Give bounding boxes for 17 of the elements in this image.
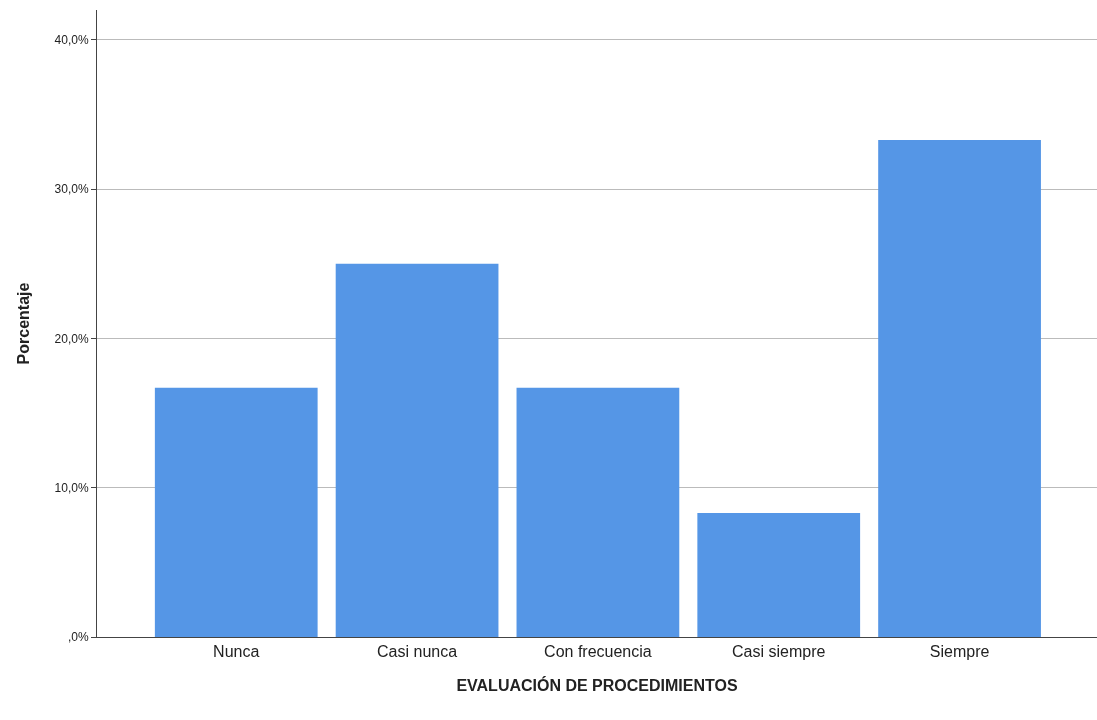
x-tick-label: Con frecuencia — [544, 643, 652, 661]
x-tick-label: Nunca — [213, 643, 260, 661]
y-tick-label: 40,0% — [54, 33, 89, 48]
bar — [516, 387, 680, 637]
x-tick-label: Casi siempre — [732, 643, 826, 661]
x-tick-label: Siempre — [929, 643, 990, 661]
y-axis-title: Porcentaje — [15, 282, 33, 365]
y-tick-label: ,0% — [67, 630, 89, 645]
bar — [154, 387, 318, 637]
bar — [697, 513, 861, 637]
bar — [878, 139, 1041, 637]
bar — [335, 263, 499, 637]
y-tick-label: 20,0% — [54, 331, 89, 346]
y-tick-label: 30,0% — [54, 182, 89, 197]
y-tick-label: 10,0% — [54, 480, 89, 495]
x-axis-title: EVALUACIÓN DE PROCEDIMIENTOS — [456, 675, 738, 694]
x-tick-label: Casi nunca — [377, 643, 458, 661]
